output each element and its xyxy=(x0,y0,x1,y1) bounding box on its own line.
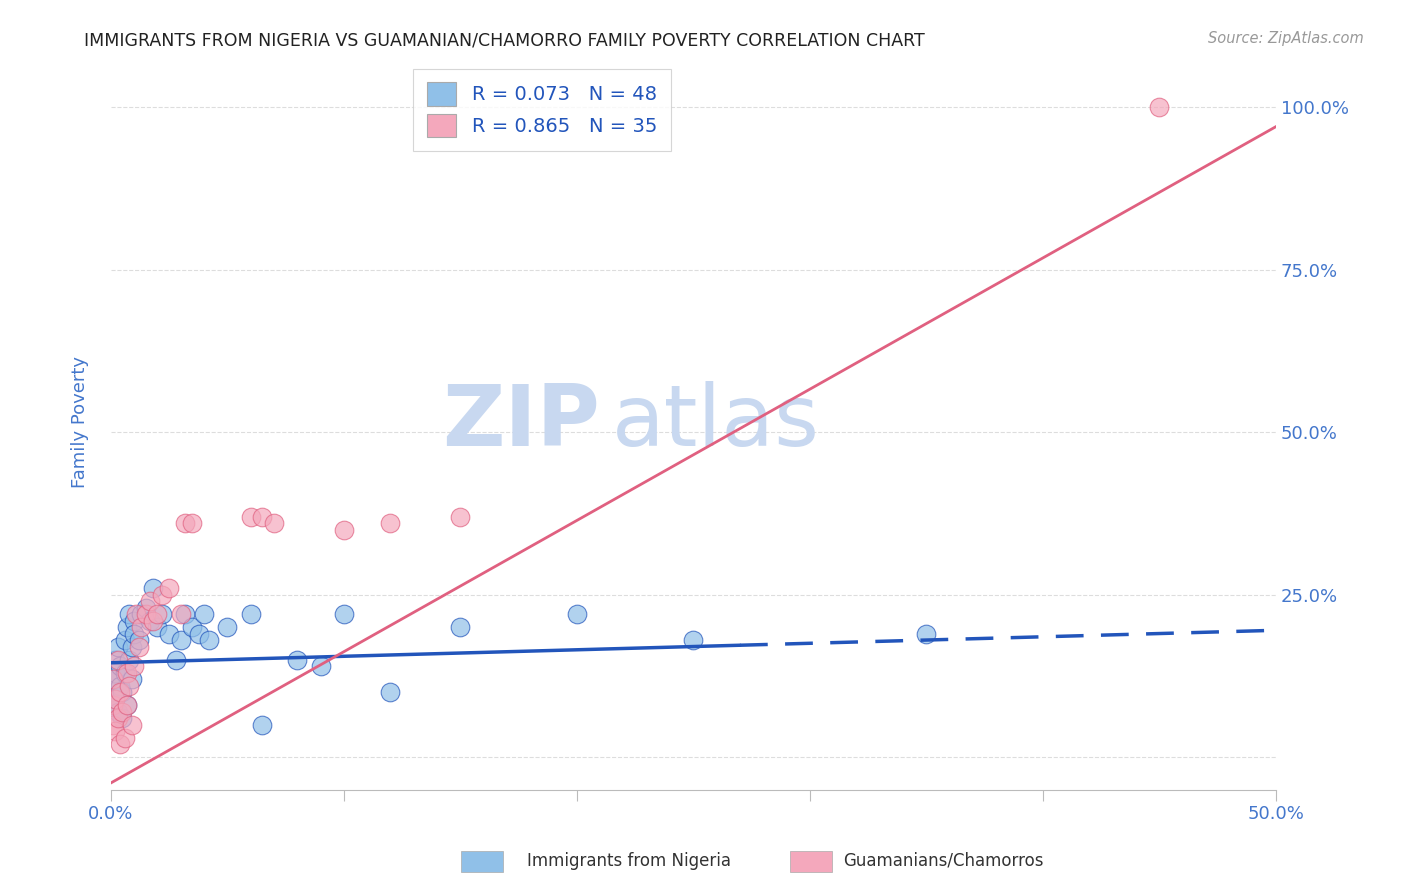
Point xyxy=(135,600,157,615)
Point xyxy=(142,581,165,595)
Point xyxy=(107,640,129,654)
Point xyxy=(181,620,204,634)
Point xyxy=(107,705,129,719)
Text: Guamanians/Chamorros: Guamanians/Chamorros xyxy=(844,852,1045,870)
Point xyxy=(115,698,138,712)
Point xyxy=(114,665,136,680)
Point xyxy=(101,698,124,712)
Point xyxy=(252,717,274,731)
Point xyxy=(104,665,127,680)
Point xyxy=(217,620,239,634)
Point xyxy=(139,614,162,628)
Point xyxy=(125,607,148,621)
Point xyxy=(121,640,143,654)
Point xyxy=(380,685,402,699)
Point xyxy=(118,652,141,666)
Text: Immigrants from Nigeria: Immigrants from Nigeria xyxy=(527,852,731,870)
Point xyxy=(101,672,124,686)
Point xyxy=(449,620,471,634)
Point xyxy=(239,607,262,621)
Point xyxy=(285,652,308,666)
Point xyxy=(142,614,165,628)
Point xyxy=(157,581,180,595)
Text: ZIP: ZIP xyxy=(443,381,600,464)
Point xyxy=(122,614,145,628)
Point xyxy=(118,607,141,621)
Point xyxy=(150,588,173,602)
Point xyxy=(101,672,124,686)
Point xyxy=(129,620,152,634)
Point xyxy=(170,607,193,621)
Point xyxy=(174,607,197,621)
Text: IMMIGRANTS FROM NIGERIA VS GUAMANIAN/CHAMORRO FAMILY POVERTY CORRELATION CHART: IMMIGRANTS FROM NIGERIA VS GUAMANIAN/CHA… xyxy=(84,31,925,49)
Point xyxy=(1149,100,1171,114)
Point xyxy=(111,711,134,725)
Point xyxy=(449,509,471,524)
Point xyxy=(104,652,127,666)
Point xyxy=(309,659,332,673)
Point xyxy=(111,705,134,719)
Text: Source: ZipAtlas.com: Source: ZipAtlas.com xyxy=(1208,31,1364,46)
Point xyxy=(108,685,131,699)
Point xyxy=(114,633,136,648)
Point xyxy=(174,516,197,530)
Point xyxy=(108,737,131,751)
Point xyxy=(915,626,938,640)
Point xyxy=(565,607,588,621)
Point xyxy=(380,516,402,530)
Point xyxy=(129,607,152,621)
Point xyxy=(146,620,169,634)
Text: atlas: atlas xyxy=(612,381,820,464)
Point xyxy=(107,652,129,666)
Point xyxy=(239,509,262,524)
Point xyxy=(139,594,162,608)
Point xyxy=(101,698,124,712)
Point xyxy=(108,679,131,693)
Point xyxy=(115,665,138,680)
Point xyxy=(170,633,193,648)
Point xyxy=(252,509,274,524)
Point xyxy=(115,620,138,634)
Point xyxy=(333,523,356,537)
Point xyxy=(121,672,143,686)
Point xyxy=(104,691,127,706)
Point xyxy=(135,607,157,621)
Point xyxy=(104,724,127,739)
Point xyxy=(122,626,145,640)
Point xyxy=(118,679,141,693)
Point xyxy=(107,711,129,725)
Point xyxy=(101,717,124,731)
Point xyxy=(108,659,131,673)
Point xyxy=(114,731,136,745)
Point xyxy=(115,698,138,712)
Point xyxy=(122,659,145,673)
Point xyxy=(101,685,124,699)
Point xyxy=(165,652,187,666)
Point xyxy=(104,691,127,706)
Point xyxy=(128,640,150,654)
Point xyxy=(333,607,356,621)
Point xyxy=(128,633,150,648)
Point xyxy=(263,516,285,530)
Point xyxy=(188,626,211,640)
Y-axis label: Family Poverty: Family Poverty xyxy=(72,356,89,488)
Point xyxy=(157,626,180,640)
Point xyxy=(193,607,215,621)
Point xyxy=(181,516,204,530)
Point xyxy=(150,607,173,621)
Point xyxy=(682,633,704,648)
Point xyxy=(111,685,134,699)
Point xyxy=(197,633,219,648)
Legend: R = 0.073   N = 48, R = 0.865   N = 35: R = 0.073 N = 48, R = 0.865 N = 35 xyxy=(413,69,671,151)
Point xyxy=(146,607,169,621)
Point xyxy=(121,717,143,731)
